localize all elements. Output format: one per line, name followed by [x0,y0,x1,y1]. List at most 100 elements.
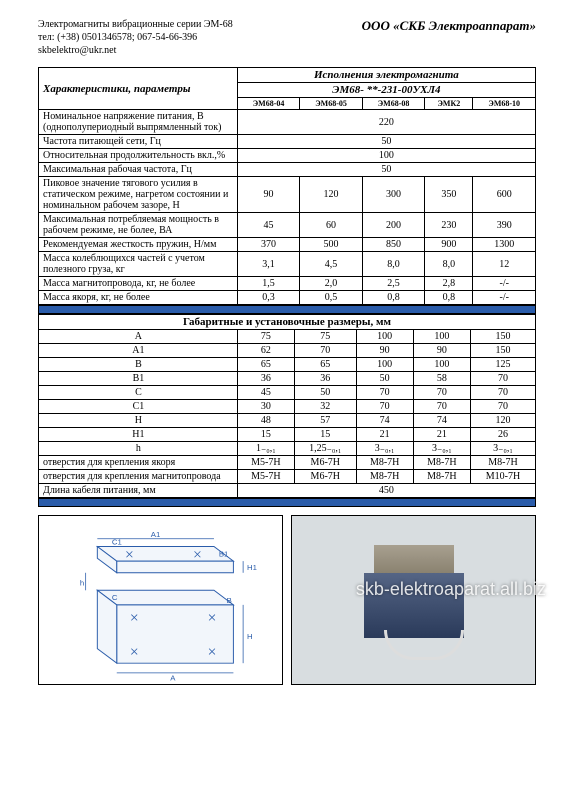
cell: 65 [237,358,294,372]
cell: 100 [356,330,413,344]
dim-H1: H1 [247,563,257,572]
cell: 21 [356,428,413,442]
param-label: В [39,358,238,372]
cell: М8-7Н [356,456,413,470]
cell: 500 [300,238,363,252]
cell: М8-7Н [356,470,413,484]
cell: 120 [470,414,535,428]
cell: 0,3 [237,291,300,305]
cell: 100 [413,358,470,372]
cell: 3₋₀,₁ [356,442,413,456]
cell: 75 [237,330,294,344]
cell: 850 [362,238,425,252]
cell: 70 [413,386,470,400]
param-label: Максимальная рабочая частота, Гц [39,163,238,177]
cell: 0,8 [425,291,473,305]
specs-table: Характеристики, параметры Исполнения эле… [38,67,536,305]
dim-H: H [247,632,253,641]
cell: 390 [473,213,536,238]
param-label: Н1 [39,428,238,442]
cell: 70 [413,400,470,414]
cell: 57 [294,414,356,428]
cell: -/- [473,277,536,291]
cell: 150 [470,344,535,358]
cell: 26 [470,428,535,442]
diagram-container: A1 C1 B1 H1 h C B H A [38,515,536,685]
param-label: С [39,386,238,400]
cell: 8,0 [362,252,425,277]
col-header: ЭМК2 [425,98,473,110]
cell: 90 [413,344,470,358]
cell: 15 [237,428,294,442]
dim-B: B [227,596,232,605]
blue-bar-2 [38,498,536,507]
cell: 600 [473,177,536,213]
cell: 50 [294,386,356,400]
cell: 45 [237,213,300,238]
cell: 120 [300,177,363,213]
cell: 3₋₀,₁ [470,442,535,456]
cell: 60 [300,213,363,238]
cell: 58 [413,372,470,386]
cell: М5-7Н [237,456,294,470]
dim-A1: A1 [151,530,161,539]
product-photo [291,515,536,685]
header-left: Электромагниты вибрационные серии ЭМ-68 … [38,18,233,57]
cell: 48 [237,414,294,428]
cell: 100 [413,330,470,344]
cell: 1,25₋₀,₁ [294,442,356,456]
cell: 62 [237,344,294,358]
cell: 70 [470,400,535,414]
cell: 350 [425,177,473,213]
cell: М6-7Н [294,456,356,470]
cell: 32 [294,400,356,414]
col-header: ЭМ68-05 [300,98,363,110]
param-label: отверстия для крепления магнитопровода [39,470,238,484]
company-name: ООО «СКБ Электроаппарат» [362,18,536,57]
cell: М8-7Н [413,456,470,470]
cell: 50 [356,372,413,386]
cell: 15 [294,428,356,442]
email-line: skbelektro@ukr.net [38,44,233,57]
param-label: А [39,330,238,344]
col-header: ЭМ68-04 [237,98,300,110]
cell: 74 [356,414,413,428]
cell: 12 [473,252,536,277]
param-label: Длина кабеля питания, мм [39,484,238,498]
cell: 8,0 [425,252,473,277]
header: Электромагниты вибрационные серии ЭМ-68 … [38,18,536,57]
device-illustration [354,545,474,655]
cell: 70 [470,372,535,386]
cell: 2,5 [362,277,425,291]
cell: М10-7Н [470,470,535,484]
cell: 125 [470,358,535,372]
cell: 370 [237,238,300,252]
cell: 70 [356,386,413,400]
dim-A: A [170,674,176,683]
model-header: ЭМ68- **-231-00УХЛ4 [237,83,535,98]
cell: 450 [237,484,535,498]
cell: 30 [237,400,294,414]
cell: М8-7Н [413,470,470,484]
param-label: Масса колеблющихся частей с учетом полез… [39,252,238,277]
dims-title: Габаритные и установочные размеры, мм [39,315,536,330]
param-label: А1 [39,344,238,358]
cell: 50 [237,163,535,177]
cell: 74 [413,414,470,428]
cell: 65 [294,358,356,372]
execution-header: Исполнения электромагнита [237,68,535,83]
cell: 1₋₀,₁ [237,442,294,456]
cell: 21 [413,428,470,442]
dim-C: C [112,593,118,602]
cell: 4,5 [300,252,363,277]
cell: 100 [356,358,413,372]
cell: 1300 [473,238,536,252]
series-line: Электромагниты вибрационные серии ЭМ-68 [38,18,233,31]
param-label: Масса якоря, кг, не более [39,291,238,305]
cell: 3,1 [237,252,300,277]
param-label: h [39,442,238,456]
cell: 3₋₀,₁ [413,442,470,456]
param-label: Относительная продолжительность вкл.,% [39,149,238,163]
cell: 300 [362,177,425,213]
cell: 0,8 [362,291,425,305]
